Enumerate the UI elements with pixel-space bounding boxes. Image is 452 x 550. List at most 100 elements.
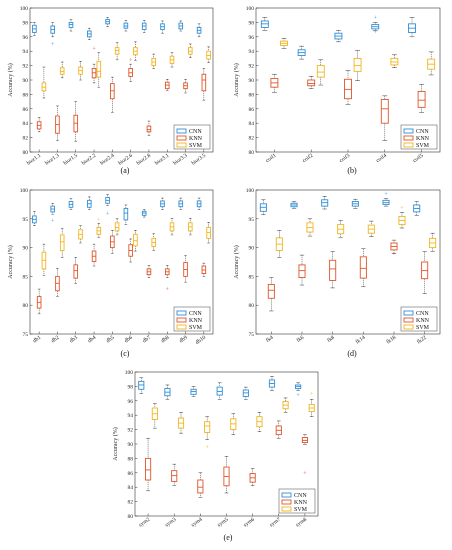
legend-swatch-svm [281, 506, 292, 512]
outlier-marker: + [97, 217, 101, 223]
x-tick-label: db4 [87, 335, 97, 345]
box-svm-coif5 [427, 51, 436, 76]
box-cnn-bior2.8 [141, 20, 147, 33]
y-tick-label: 92 [23, 64, 29, 70]
legend-swatch-cnn [281, 492, 292, 498]
box-cnn-db2 [50, 203, 55, 215]
chart-b: 80 82 84 86 88 90 92 94 96 98 100 Accuracy (%) coif1… [233, 6, 441, 175]
box-svm-bior3.5 [206, 46, 211, 63]
x-tick-label: bior2.4 [99, 153, 116, 167]
box-svm-db7 [151, 233, 156, 251]
box-svm-db3 [78, 225, 83, 244]
legend-swatch-cnn [176, 310, 187, 316]
legend-swatch-svm [403, 142, 414, 148]
plot-frame [29, 189, 214, 335]
box-svm-db4 [96, 223, 102, 238]
box-svm-bior2.2 [96, 52, 102, 88]
y-tick-label: 96 [128, 399, 134, 405]
chart-d: 75 80 85 90 95 100 Accuracy (%) fk4 fk6 fk8 fk14 fk… [233, 188, 441, 358]
legend-label-cnn: CNN [294, 493, 307, 499]
legend-swatch-svm [176, 142, 187, 148]
outlier-marker: + [374, 30, 378, 36]
box-svm-sym4 [204, 416, 211, 440]
subfigure-label: (d) [347, 349, 357, 358]
box-svm-bior1.3 [59, 61, 65, 79]
box-knn-bior3.5 [201, 68, 207, 101]
box-knn-sym8 [301, 434, 308, 445]
box-cnn-bior1.1 [32, 22, 37, 36]
box-cnn-sym2 [138, 377, 145, 394]
box-knn-fk18 [390, 239, 398, 254]
y-tick-label: 90 [23, 246, 29, 252]
box-knn-db6 [128, 238, 133, 263]
box-iqr [123, 207, 129, 221]
box-cnn-bior2.2 [87, 27, 92, 40]
box-svm-bior3.1 [169, 52, 175, 68]
legend-swatch-cnn [403, 310, 414, 316]
outlier-marker: + [392, 252, 396, 258]
x-tick-label: db3 [69, 335, 79, 345]
box-iqr [298, 264, 306, 279]
x-tick-label: db2 [50, 335, 60, 345]
box-cnn-sym4 [190, 386, 197, 397]
box-iqr [307, 79, 316, 87]
box-svm-db5 [114, 218, 120, 236]
y-tick-label: 80 [128, 514, 134, 520]
box-knn-db7 [146, 265, 152, 278]
box-cnn-db8 [160, 197, 165, 210]
y-tick-label: 90 [249, 78, 255, 84]
box-cnn-coif5 [408, 17, 416, 38]
box-svm-bior1.1 [41, 66, 47, 99]
box-knn-fk22 [421, 251, 429, 294]
x-tick-label: coif2 [301, 152, 314, 164]
x-tick-label: sym6 [243, 517, 256, 529]
box-cnn-db5 [105, 194, 110, 206]
y-axis-label: Accuracy (%) [233, 63, 240, 96]
box-knn-db10 [201, 262, 207, 277]
x-tick-label: sym4 [190, 517, 203, 529]
x-tick-label: bior1.5 [63, 153, 80, 167]
y-tick-label: 82 [249, 136, 255, 142]
outlier-marker: + [166, 287, 170, 293]
chart-c: 75 80 85 90 95 100 Accuracy (%) db1 db2 db3 db4 db5… [7, 188, 214, 358]
y-tick-label: 90 [23, 78, 29, 84]
box-svm-sym5 [230, 413, 237, 435]
box-iqr [353, 57, 362, 72]
x-tick-label: bior2.8 [136, 153, 153, 167]
box-iqr [96, 60, 102, 78]
box-knn-fk4 [267, 277, 275, 312]
box-cnn-bior2.4 [105, 17, 110, 27]
box-iqr [59, 234, 65, 251]
box-svm-sym3 [177, 412, 185, 434]
x-tick-label: bior1.1 [26, 153, 43, 167]
box-svm-sym2 [151, 403, 158, 429]
box-knn-bior1.3 [55, 105, 60, 141]
box-cnn-bior3.3 [178, 20, 184, 32]
y-tick-label: 95 [23, 217, 29, 223]
x-tick-label: coif5 [411, 152, 424, 164]
x-tick-label: fk6 [295, 334, 305, 344]
box-knn-sym7 [275, 420, 282, 439]
box-iqr [145, 457, 152, 481]
y-tick-label: 100 [125, 370, 134, 376]
legend-label-cnn: CNN [189, 311, 202, 317]
box-cnn-bior3.1 [160, 20, 165, 34]
y-axis-label: Accuracy (%) [7, 63, 14, 96]
box-knn-sym6 [249, 468, 256, 486]
x-tick-label: coif4 [375, 152, 388, 164]
y-tick-label: 85 [249, 274, 255, 280]
y-tick-label: 98 [249, 20, 255, 26]
box-knn-coif1 [270, 74, 279, 93]
x-tick-label: coif1 [264, 152, 277, 164]
box-svm-bior2.6 [133, 41, 138, 61]
box-cnn-sym3 [164, 384, 171, 400]
box-cnn-db4 [87, 196, 92, 210]
box-knn-coif3 [344, 70, 352, 105]
box-knn-db5 [110, 230, 115, 254]
outlier-marker: + [303, 471, 307, 477]
subfigure-label: (a) [121, 166, 130, 175]
box-cnn-fk18 [382, 198, 390, 207]
chart-e: 80 82 84 86 88 90 92 94 96 98 100 Accuracy (%) sym2 s… [112, 370, 319, 542]
box-knn-coif5 [417, 84, 426, 113]
y-tick-label: 98 [23, 20, 29, 26]
